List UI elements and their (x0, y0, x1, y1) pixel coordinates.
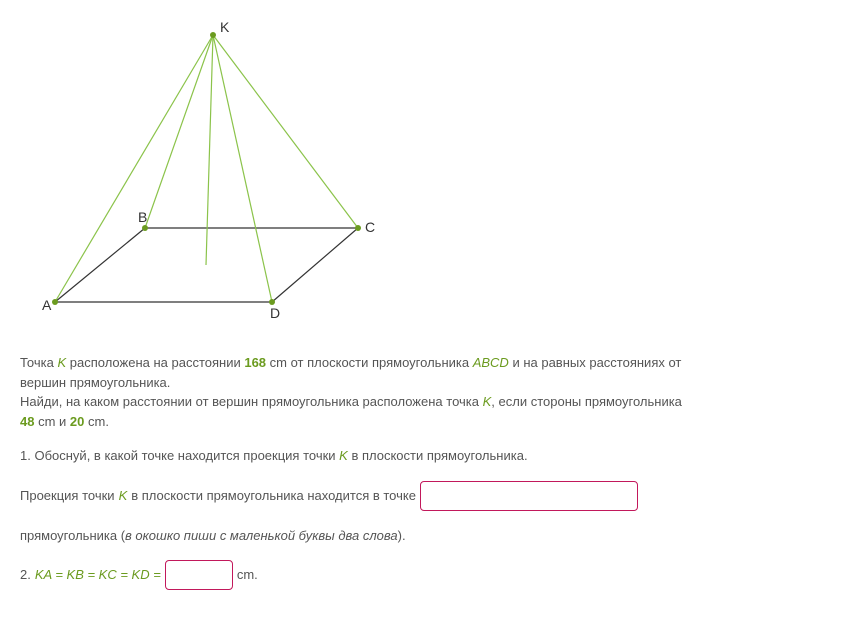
question-1: 1. Обоснуй, в какой точке находится прое… (20, 446, 823, 466)
a1-hint: в окошко пиши с маленькой буквы два слов… (125, 528, 398, 543)
edge-AB (55, 228, 145, 302)
var-K: K (339, 448, 348, 463)
edge-KO (206, 35, 213, 265)
answer-1-line: Проекция точки K в плоскости прямоугольн… (20, 481, 823, 511)
label-K: K (220, 20, 230, 35)
var-K: K (57, 355, 66, 370)
t: cm и (34, 414, 69, 429)
edge-KA (55, 35, 213, 302)
edge-CD (272, 228, 358, 302)
t: расположена на расстоянии (66, 355, 244, 370)
label-D: D (270, 305, 280, 321)
var-K: K (119, 486, 128, 506)
answer-1-input[interactable] (420, 481, 638, 511)
var-ABCD: ABCD (473, 355, 509, 370)
answer-2-input[interactable] (165, 560, 233, 590)
t: Точка (20, 355, 57, 370)
a1-mid: в плоскости прямоугольника находится в т… (131, 486, 416, 506)
pyramid-svg: K A B C D (20, 20, 420, 330)
label-B: B (138, 209, 147, 225)
a1-post: прямоугольника ( (20, 528, 125, 543)
val-side2: 20 (70, 414, 84, 429)
t: Найди, на каком расстоянии от вершин пря… (20, 394, 483, 409)
q1-text2: в плоскости прямоугольника. (348, 448, 528, 463)
val-dist: 168 (244, 355, 266, 370)
t: вершин прямоугольника. (20, 375, 170, 390)
t: , если стороны прямоугольника (491, 394, 682, 409)
var-K: K (483, 394, 492, 409)
label-A: A (42, 297, 52, 313)
q1-text: Обоснуй, в какой точке находится проекци… (34, 448, 339, 463)
answer-1-post: прямоугольника (в окошко пиши с маленько… (20, 526, 823, 546)
val-side1: 48 (20, 414, 34, 429)
t: cm. (84, 414, 109, 429)
label-C: C (365, 219, 375, 235)
a1-post2: ). (398, 528, 406, 543)
point-C (355, 225, 361, 231)
q1-num: 1. (20, 448, 34, 463)
t: cm от плоскости прямоугольника (266, 355, 473, 370)
point-B (142, 225, 148, 231)
q2-num: 2. (20, 565, 31, 585)
a1-pre: Проекция точки (20, 486, 115, 506)
geometry-diagram: K A B C D (20, 20, 823, 333)
problem-statement: Точка K расположена на расстоянии 168 cm… (20, 353, 823, 431)
point-A (52, 299, 58, 305)
t: и на равных расстояниях от (509, 355, 682, 370)
question-2: 2. KA = KB = KC = KD = cm. (20, 560, 823, 590)
q2-unit: cm. (237, 565, 258, 585)
q2-eq: KA = KB = KC = KD = (35, 565, 161, 585)
point-K (210, 32, 216, 38)
